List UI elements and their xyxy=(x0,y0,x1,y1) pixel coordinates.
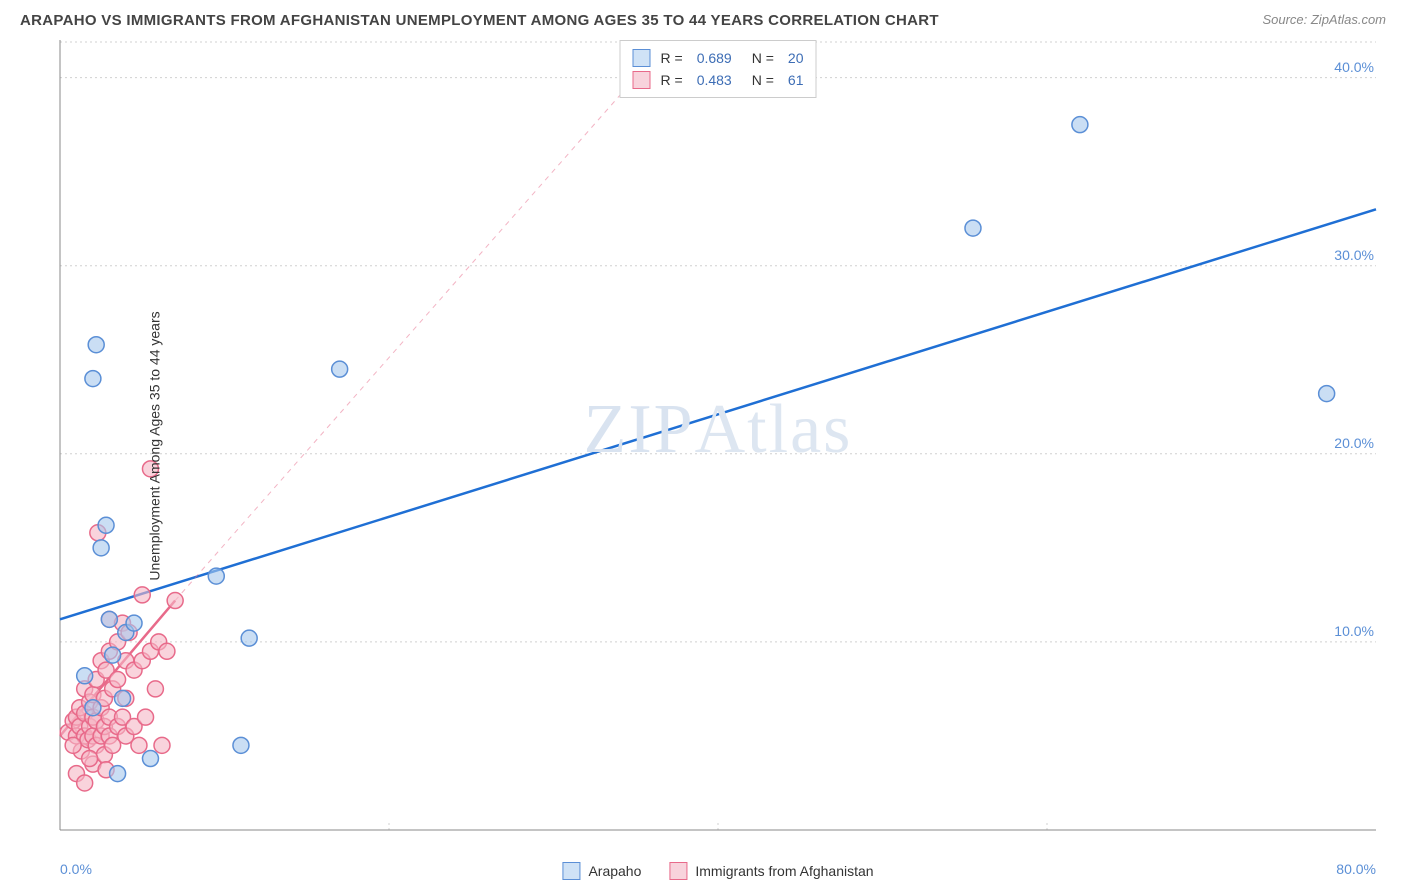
scatter-point xyxy=(105,647,121,663)
legend-row-blue: R = 0.689 N = 20 xyxy=(633,47,804,69)
n-label: N = xyxy=(752,72,774,88)
legend-swatch-blue xyxy=(562,862,580,880)
grid xyxy=(60,42,1376,830)
r-value-pink: 0.483 xyxy=(697,72,732,88)
r-value-blue: 0.689 xyxy=(697,50,732,66)
legend-row-pink: R = 0.483 N = 61 xyxy=(633,69,804,91)
n-value-pink: 61 xyxy=(788,72,804,88)
scatter-point xyxy=(134,587,150,603)
y-tick-label: 40.0% xyxy=(1334,58,1374,74)
scatter-point xyxy=(77,775,93,791)
source-text: Source: ZipAtlas.com xyxy=(1262,12,1386,27)
scatter-point xyxy=(233,737,249,753)
scatter-point xyxy=(85,371,101,387)
chart-title: ARAPAHO VS IMMIGRANTS FROM AFGHANISTAN U… xyxy=(20,12,939,29)
scatter-point xyxy=(154,737,170,753)
legend-label-arapaho: Arapaho xyxy=(588,863,641,879)
scatter-point xyxy=(142,751,158,767)
scatter-point xyxy=(126,615,142,631)
scatter-point xyxy=(85,700,101,716)
y-tick-label: 20.0% xyxy=(1334,435,1374,451)
r-label: R = xyxy=(661,72,683,88)
scatter-point xyxy=(138,709,154,725)
scatter-point xyxy=(82,751,98,767)
scatter-point xyxy=(241,630,257,646)
legend-swatch-pink xyxy=(633,71,651,89)
r-label: R = xyxy=(661,50,683,66)
scatter-point xyxy=(110,766,126,782)
legend-item-afghanistan: Immigrants from Afghanistan xyxy=(669,862,873,880)
legend-correlation: R = 0.689 N = 20 R = 0.483 N = 61 xyxy=(620,40,817,98)
scatter-point xyxy=(1072,117,1088,133)
x-tick-label: 0.0% xyxy=(60,861,92,877)
x-tick-label: 80.0% xyxy=(1336,861,1376,877)
scatter-point xyxy=(110,672,126,688)
scatter-point xyxy=(167,593,183,609)
scatter-point xyxy=(208,568,224,584)
scatter-point xyxy=(101,611,117,627)
n-label: N = xyxy=(752,50,774,66)
trend-lines xyxy=(60,40,1376,736)
y-axis-label: Unemployment Among Ages 35 to 44 years xyxy=(147,311,163,580)
y-tick-label: 30.0% xyxy=(1334,247,1374,263)
scatter-point xyxy=(1319,386,1335,402)
scatter-point xyxy=(159,643,175,659)
scatter-point xyxy=(965,220,981,236)
chart-area: Unemployment Among Ages 35 to 44 years Z… xyxy=(50,40,1386,852)
scatter-point xyxy=(115,690,131,706)
y-tick-label: 10.0% xyxy=(1334,623,1374,639)
n-value-blue: 20 xyxy=(788,50,804,66)
legend-swatch-blue xyxy=(633,49,651,67)
scatter-point xyxy=(77,668,93,684)
scatter-point xyxy=(88,337,104,353)
legend-item-arapaho: Arapaho xyxy=(562,862,641,880)
chart-svg xyxy=(50,40,1386,852)
scatter-point xyxy=(93,540,109,556)
legend-series: Arapaho Immigrants from Afghanistan xyxy=(562,862,873,880)
scatter-point xyxy=(332,361,348,377)
scatter-point xyxy=(65,737,81,753)
legend-swatch-pink xyxy=(669,862,687,880)
header: ARAPAHO VS IMMIGRANTS FROM AFGHANISTAN U… xyxy=(0,0,1406,29)
scatter-point xyxy=(98,517,114,533)
scatter-point xyxy=(131,737,147,753)
legend-label-afghanistan: Immigrants from Afghanistan xyxy=(695,863,873,879)
scatter-point xyxy=(147,681,163,697)
